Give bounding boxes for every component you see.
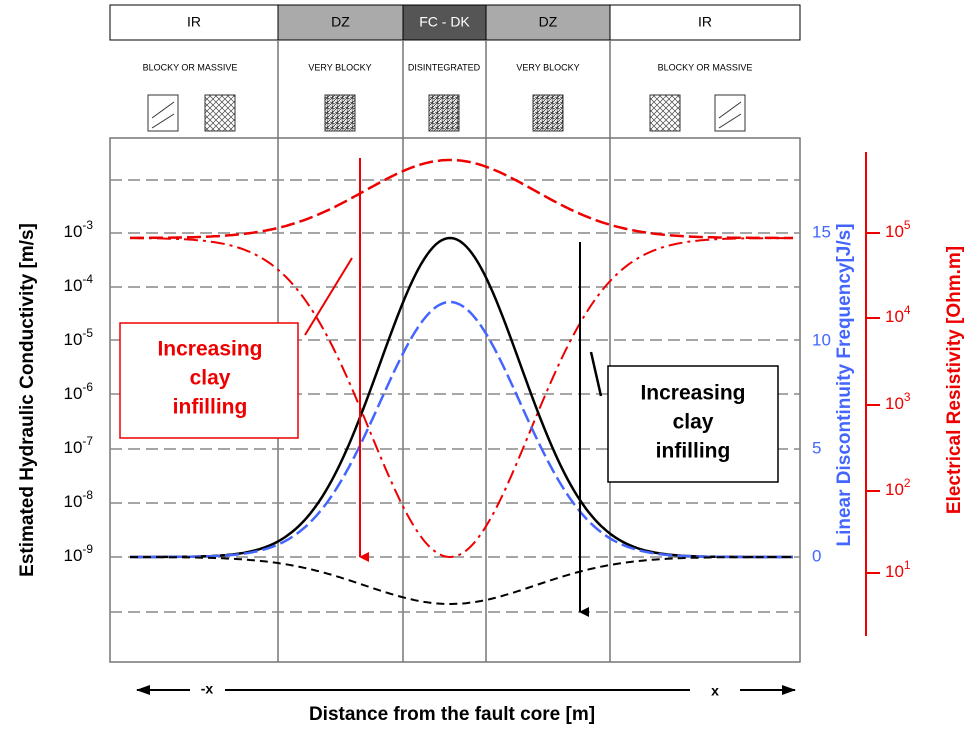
zone-label: IR (698, 14, 712, 30)
tick-label: 10-6 (64, 380, 94, 403)
left-axis-title: Estimated Hydraulic Conductivity [m/s] (17, 223, 38, 577)
tick-base: 10 (64, 546, 83, 565)
tick-exp: -7 (82, 434, 93, 448)
blue-dashed-curve (130, 300, 793, 559)
annotation-box (119, 322, 299, 439)
tick-exp: 5 (904, 218, 911, 232)
tick-exp: -8 (82, 488, 93, 502)
tick-exp: -4 (82, 272, 93, 286)
annotation-box (607, 365, 779, 483)
icon-line (718, 113, 742, 129)
rock-icon (324, 94, 356, 132)
tick-label: 10-8 (64, 488, 94, 511)
tick-base: 10 (885, 394, 904, 413)
rock-icon (714, 94, 746, 132)
zone-box (109, 4, 279, 41)
tick-label: 105 (885, 218, 911, 241)
zone-label: DZ (539, 14, 558, 30)
rock-label: BLOCKY OR MASSIVE (658, 62, 753, 72)
blue-tick-label: 10 (812, 330, 831, 349)
tick-exp: 3 (904, 390, 911, 404)
icon-line (718, 101, 742, 119)
tick-exp: -6 (82, 380, 93, 394)
zone-box (609, 4, 801, 41)
zone-label: DZ (331, 14, 350, 30)
tick-exp: 2 (904, 476, 911, 490)
annotation-text: infilling (656, 440, 731, 463)
tick-base: 10 (64, 276, 83, 295)
tick-label: 10-3 (64, 218, 94, 241)
tick-base: 10 (885, 222, 904, 241)
x-axis-title: Distance from the fault core [m] (309, 704, 595, 725)
plot-frame (109, 137, 801, 663)
rock-icon (147, 94, 179, 132)
blue-tick-label: 5 (812, 438, 821, 457)
annotation-text: Increasing (640, 382, 745, 405)
tick-label: 103 (885, 390, 911, 413)
rock-icon (532, 94, 564, 132)
black-dashed-curve (130, 556, 793, 605)
tick-exp: -5 (82, 326, 93, 340)
tick-label: 10-4 (64, 272, 94, 295)
tick-base: 10 (885, 307, 904, 326)
tick-label: 102 (885, 476, 911, 499)
tick-exp: 4 (904, 303, 911, 317)
blue-tick-label: 0 (812, 546, 821, 565)
x-left-label: -x (201, 681, 214, 697)
tick-base: 10 (64, 438, 83, 457)
tick-label: 101 (885, 558, 911, 581)
tick-exp: -9 (82, 542, 93, 556)
annotation-text: clay (673, 411, 714, 434)
annotation-text: Increasing (157, 338, 262, 361)
rock-label: BLOCKY OR MASSIVE (143, 62, 238, 72)
black-slash (589, 351, 603, 397)
icon-line (151, 101, 175, 119)
x-right-label: x (711, 683, 719, 699)
zone-box (277, 4, 404, 41)
rock-label: VERY BLOCKY (308, 62, 371, 72)
tick-base: 10 (64, 330, 83, 349)
zone-label: IR (187, 14, 201, 30)
tick-label: 10-7 (64, 434, 94, 457)
tick-label: 10-9 (64, 542, 94, 565)
red-axis-title: Electrical Resistivity [Ohm.m] (944, 246, 965, 514)
blue-tick-label: 15 (812, 222, 831, 241)
zone-box (402, 4, 487, 41)
icon-line (151, 113, 175, 129)
red-dashed-curve (130, 158, 793, 240)
rock-label: DISINTEGRATED (408, 62, 481, 72)
rock-icon (649, 94, 681, 132)
tick-label: 104 (885, 303, 911, 326)
tick-base: 10 (885, 562, 904, 581)
tick-label: 10-5 (64, 326, 94, 349)
blue-axis-title: Linear Discontinuity Frequency[J/s] (834, 223, 855, 546)
annotation-text: infilling (173, 396, 248, 419)
red-slash (304, 257, 353, 336)
tick-base: 10 (885, 480, 904, 499)
rock-icon (428, 94, 460, 132)
red-dashdot-curve (130, 237, 793, 559)
annotation-text: clay (190, 367, 231, 390)
rock-label: VERY BLOCKY (516, 62, 579, 72)
tick-base: 10 (64, 492, 83, 511)
tick-exp: -3 (82, 218, 93, 232)
zone-label: FC - DK (419, 14, 470, 30)
tick-exp: 1 (904, 558, 911, 572)
tick-base: 10 (64, 222, 83, 241)
rock-icon (204, 94, 236, 132)
tick-base: 10 (64, 384, 83, 403)
